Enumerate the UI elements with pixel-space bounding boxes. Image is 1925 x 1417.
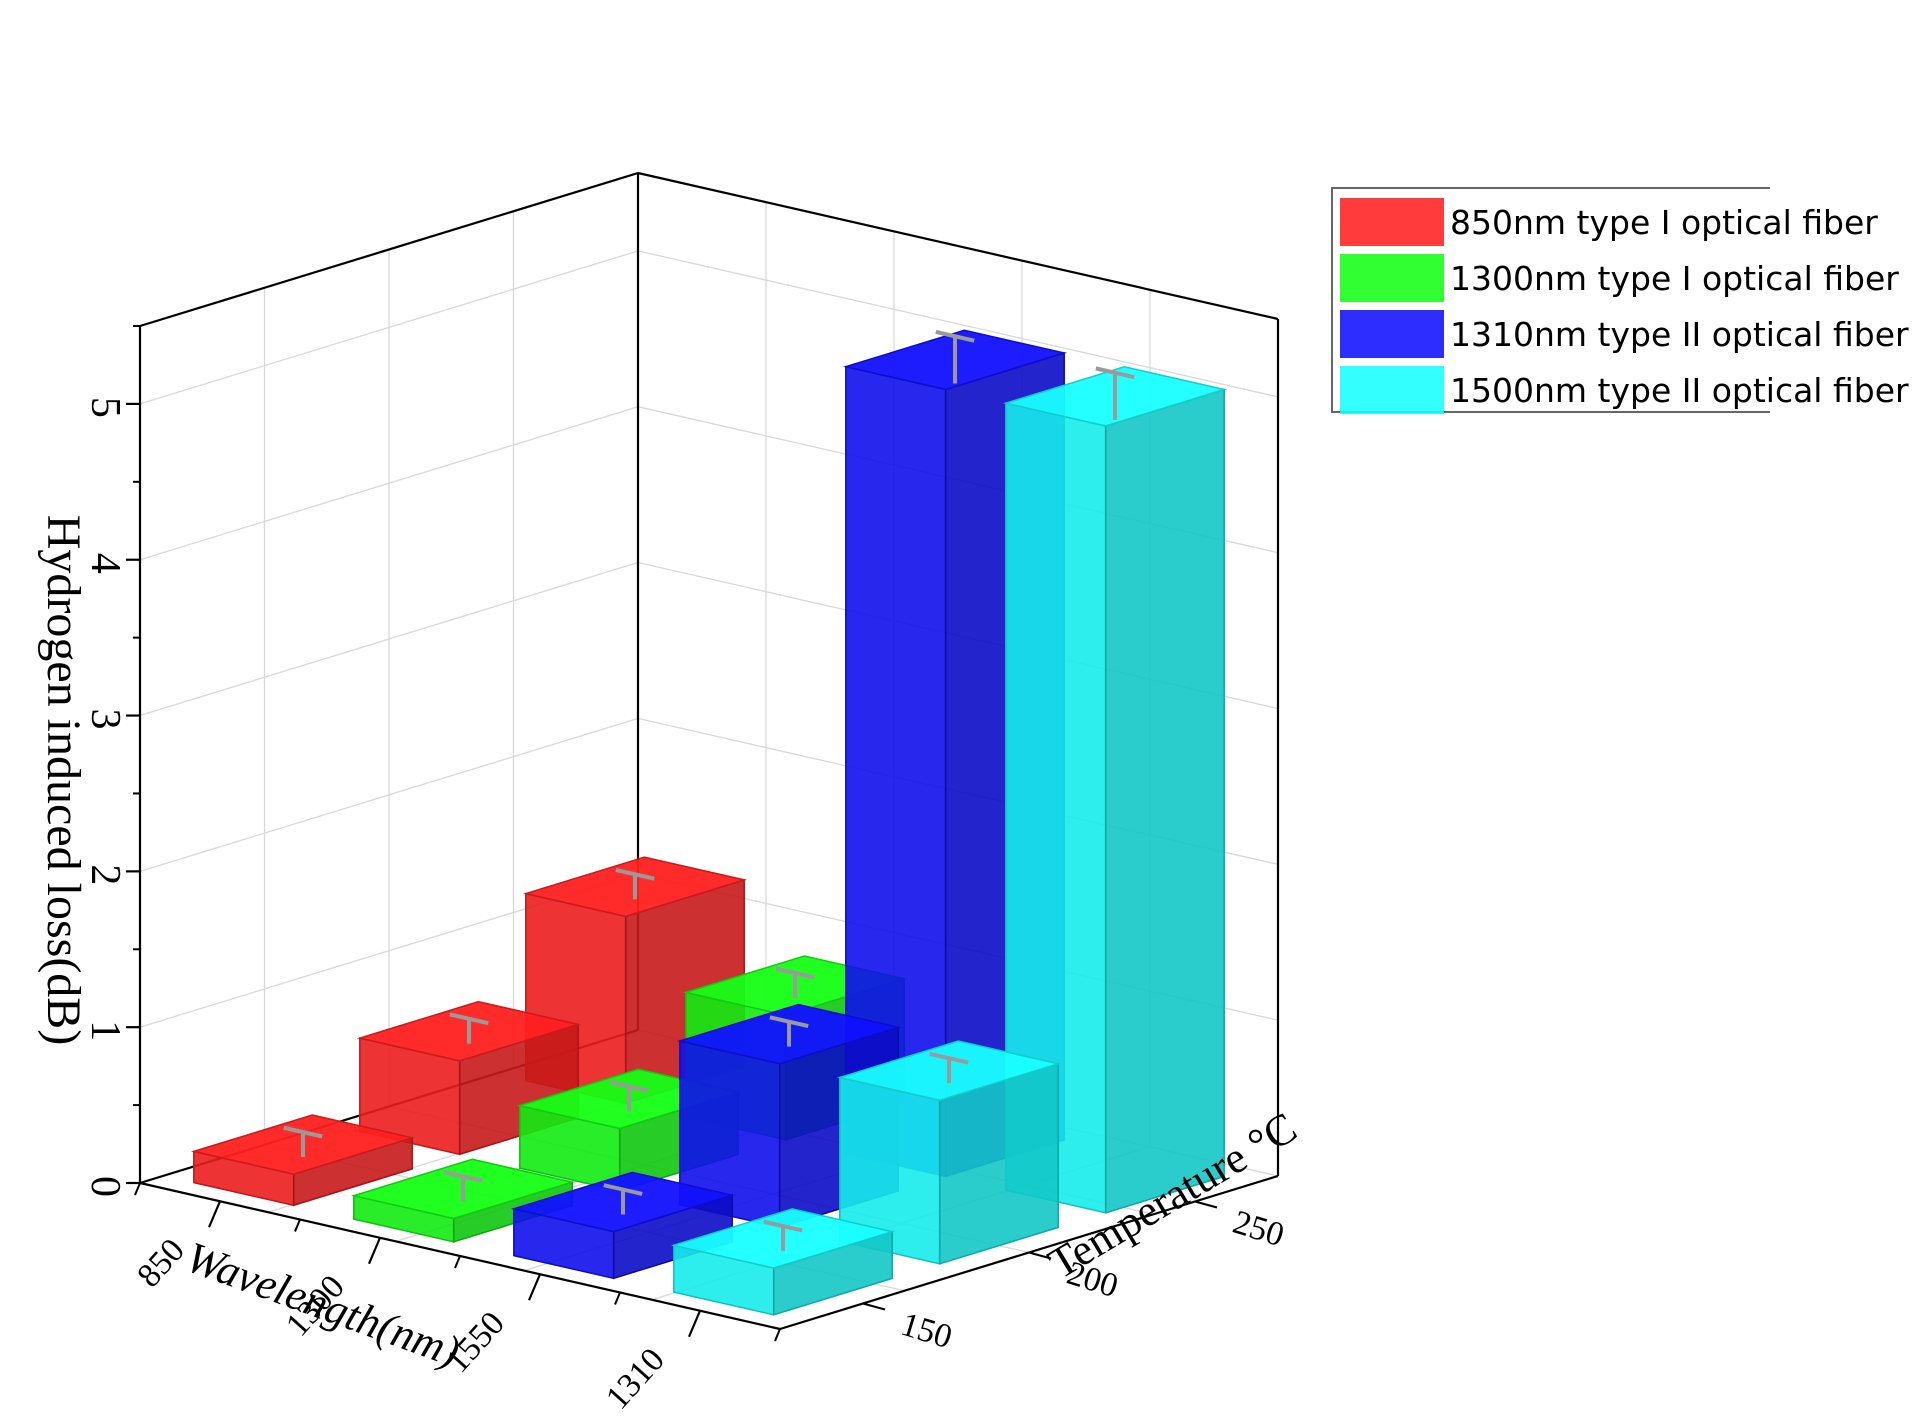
bar-1010ff-150: [510, 1171, 736, 1280]
frame-top-back-edge: [637, 171, 1279, 321]
error-bar-cap: [1095, 366, 1135, 380]
y-tick-label: 4: [82, 553, 128, 574]
z-tick: [1194, 1200, 1218, 1209]
error-bar-cap: [935, 329, 975, 343]
z-tick: [1028, 1251, 1052, 1260]
bar-18ffff-200: [836, 1040, 1062, 1265]
x-minor-tick: [774, 1328, 781, 1342]
error-bar-cap: [449, 1012, 489, 1026]
legend: 850nm type I optical fiber 1300nm type I …: [1331, 187, 1909, 414]
x-tick: [687, 1310, 702, 1338]
y-tick-label: 3: [82, 709, 128, 730]
x-axis-title: Wavelength(nm): [180, 1232, 466, 1376]
x-minor-tick: [614, 1292, 621, 1305]
error-bar-cap: [283, 1125, 323, 1139]
error-bar-cap: [615, 867, 655, 881]
error-bar-cap: [603, 1183, 643, 1196]
bars: [190, 329, 1228, 1316]
legend-label: 1500nm type II optical fiber: [1450, 371, 1909, 410]
x-minor-tick: [294, 1219, 301, 1232]
bar-14ff14-150: [350, 1158, 576, 1243]
x-tick-label: 1310: [599, 1341, 672, 1412]
legend-label: 1300nm type I optical fiber: [1450, 259, 1899, 298]
legend-swatch: [1340, 254, 1444, 302]
x-tick-label: 850: [130, 1232, 192, 1295]
bar-ff2020-150: [190, 1114, 416, 1207]
bar-side-face: [1104, 388, 1225, 1214]
error-bar-cap: [763, 1219, 803, 1233]
legend-swatch: [1340, 198, 1444, 246]
z-tick-label: 150: [897, 1306, 957, 1356]
legend-swatch: [1340, 310, 1444, 358]
y-tick-label: 0: [82, 1176, 128, 1197]
x-tick: [527, 1273, 542, 1301]
x-tick: [207, 1200, 222, 1228]
x-minor-tick: [134, 1182, 141, 1196]
bar-18ffff-250: [1002, 366, 1228, 1214]
legend-swatch: [1340, 366, 1444, 414]
legend-frame: [1331, 187, 1770, 413]
axes: [126, 171, 1280, 1342]
y-tick-label: 5: [82, 397, 128, 418]
z-tick-label: 250: [1229, 1204, 1289, 1254]
z-tick: [862, 1302, 886, 1311]
error-bar-cap: [929, 1051, 969, 1065]
y-tick-label: 2: [82, 864, 128, 885]
error-bar-cap: [769, 1015, 809, 1029]
error-bar-cap: [609, 1080, 649, 1093]
frame-top-left-edge: [139, 171, 639, 328]
x-minor-tick: [454, 1255, 461, 1269]
y-axis-title: Hydrogen induced loss(dB): [37, 515, 90, 1046]
legend-label: 1310nm type II optical fiber: [1450, 315, 1909, 354]
error-bar-cap: [775, 966, 815, 980]
x-tick: [367, 1237, 382, 1265]
bar-18ffff-150: [670, 1208, 896, 1316]
y-tick-label: 1: [82, 1020, 128, 1041]
error-bar-cap: [443, 1170, 483, 1183]
legend-label: 850nm type I optical fiber: [1450, 203, 1878, 242]
